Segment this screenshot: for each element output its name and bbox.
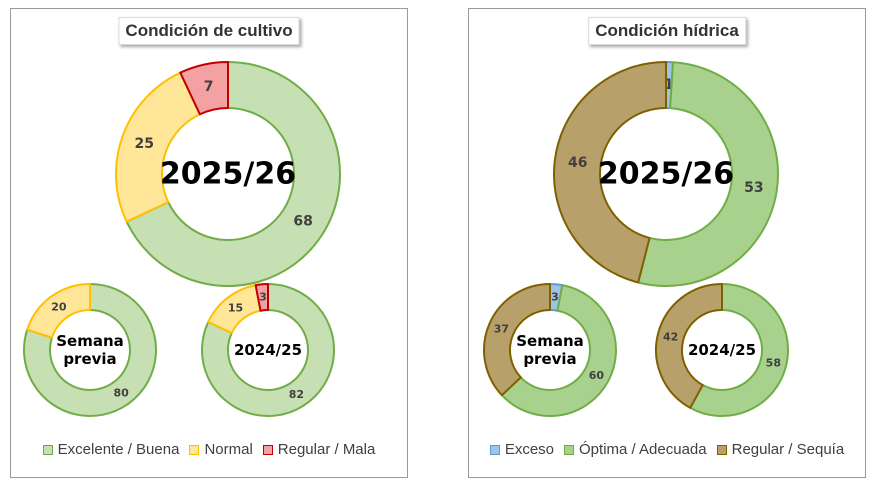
water-condition-donuts: 1 53 46 2025/26 3 60 37 Semana previa 58 42 2024/25: [483, 61, 789, 417]
data-label: 58: [766, 357, 781, 370]
legend-item-regular-sequia: Regular / Sequía: [716, 441, 845, 458]
data-label: 25: [135, 136, 154, 152]
slice-regular-sequia: [483, 283, 551, 397]
slice-regular-sequia: [553, 61, 667, 284]
chart-title: Condición hídrica: [588, 17, 746, 45]
legend-label: Regular / Mala: [277, 441, 376, 458]
legend-swatch: [189, 445, 200, 455]
data-label: 42: [663, 330, 678, 343]
legend-label: Regular / Sequía: [731, 441, 845, 458]
data-label: 7: [204, 79, 214, 95]
slice-regular-mala: [254, 283, 269, 312]
legend-label: Excelente / Buena: [57, 441, 180, 458]
legend-swatch: [262, 445, 273, 455]
center-label: 2025/26: [160, 157, 296, 192]
slice-normal: [26, 283, 91, 339]
center-label: Semana previa: [56, 332, 124, 368]
data-label: 20: [51, 301, 67, 314]
data-label: 37: [494, 322, 509, 335]
center-label: 2024/25: [234, 341, 302, 359]
slice-optima-adecuada: [500, 284, 617, 417]
slice-excelente-buena: [201, 283, 335, 417]
data-label: 3: [551, 291, 559, 304]
slice-excelente-buena: [23, 283, 157, 417]
donut-semana-previa: 3 60 37 Semana previa: [483, 283, 617, 417]
slice-optima-adecuada: [689, 283, 789, 417]
donut-2025-26: 68 25 7 2025/26: [115, 61, 341, 287]
legend-item-normal: Normal: [189, 441, 253, 458]
legend-label: Óptima / Adecuada: [579, 441, 707, 458]
donut-2024-25: 82 15 3 2024/25: [201, 283, 335, 417]
center-label: 2025/26: [598, 157, 734, 192]
data-label: 60: [589, 369, 605, 382]
crop-condition-panel: 68 25 7 2025/26 80 20 Semana previa 82 15 3 2024/25…: [10, 8, 408, 478]
slice-regular-sequia: [655, 283, 723, 409]
slice-normal: [115, 71, 201, 223]
water-condition-panel: 1 53 46 2025/26 3 60 37 Semana previa 58 42 2024/25…: [468, 8, 866, 478]
center-label: 2024/25: [688, 341, 756, 359]
donut-2024-25: 58 42 2024/25: [655, 283, 789, 417]
slice-regular-mala: [179, 61, 229, 116]
data-label: 53: [744, 180, 763, 196]
legend-item-optima-adecuada: Óptima / Adecuada: [564, 441, 707, 458]
legend-item-exceso: Exceso: [489, 441, 555, 458]
data-label: 80: [113, 386, 129, 399]
legend: Excelente / Buena Normal Regular / Mala: [11, 441, 407, 458]
donut-2025-26: 1 53 46 2025/26: [553, 61, 779, 287]
data-label: 68: [293, 214, 312, 230]
legend: Exceso Óptima / Adecuada Regular / Sequía: [469, 441, 865, 458]
donut-semana-previa: 80 20 Semana previa: [23, 283, 157, 417]
chart-title: Condición de cultivo: [118, 17, 300, 45]
data-label: 3: [259, 291, 267, 304]
center-label: Semana previa: [516, 332, 584, 368]
data-label: 82: [289, 388, 304, 401]
legend-swatch: [564, 445, 575, 455]
slice-excelente-buena: [125, 61, 341, 287]
data-label: 15: [228, 302, 243, 315]
data-label: 46: [568, 155, 587, 171]
slice-optima-adecuada: [637, 61, 779, 287]
legend-label: Normal: [204, 441, 253, 458]
legend-swatch: [489, 445, 500, 455]
legend-swatch: [716, 445, 727, 455]
legend-label: Exceso: [504, 441, 555, 458]
legend-swatch: [42, 445, 53, 455]
data-label: 1: [664, 77, 674, 93]
legend-item-regular-mala: Regular / Mala: [262, 441, 376, 458]
legend-item-excelente-buena: Excelente / Buena: [42, 441, 180, 458]
crop-condition-donuts: 68 25 7 2025/26 80 20 Semana previa 82 15 3 2024/25: [23, 61, 341, 417]
